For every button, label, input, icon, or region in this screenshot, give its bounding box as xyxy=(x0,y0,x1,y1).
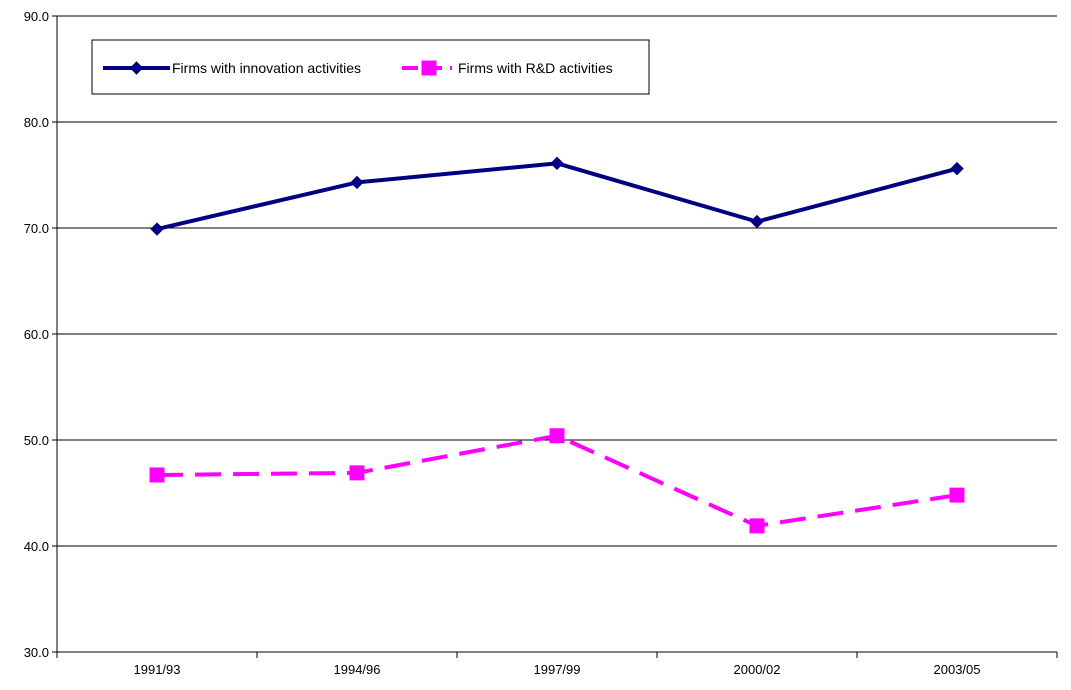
y-tick-label: 30.0 xyxy=(24,645,49,660)
data-point xyxy=(349,465,365,481)
axes: 30.0 40.0 50.0 60.0 70.0 80.0 90.0 1991/93 1994/… xyxy=(24,9,1058,677)
legend-marker xyxy=(421,60,437,76)
data-point xyxy=(749,518,765,534)
y-tick-label: 70.0 xyxy=(24,221,49,236)
data-point xyxy=(949,487,965,503)
x-tick-label: 2003/05 xyxy=(934,662,981,677)
legend-marker xyxy=(129,61,144,75)
data-point xyxy=(350,175,364,190)
legend-entry: Firms with innovation activities xyxy=(103,60,361,76)
data-point xyxy=(549,428,565,444)
legend-label: Firms with R&D activities xyxy=(458,60,613,76)
legend-box xyxy=(91,39,650,95)
x-tick-label: 1994/96 xyxy=(334,662,381,677)
series-1 xyxy=(150,156,964,236)
legend-entry: Firms with R&D activities xyxy=(402,60,613,76)
series-line xyxy=(156,433,958,528)
series xyxy=(149,156,965,534)
y-tick-label: 40.0 xyxy=(24,539,49,554)
y-tick-label: 80.0 xyxy=(24,115,49,130)
series-line xyxy=(156,161,958,232)
data-point xyxy=(550,156,564,171)
y-tick-label: 50.0 xyxy=(24,433,49,448)
gridlines xyxy=(57,15,1057,547)
x-tick-label: 1991/93 xyxy=(134,662,181,677)
x-tick-label: 1997/99 xyxy=(534,662,581,677)
data-point xyxy=(150,222,164,236)
y-tick-label: 90.0 xyxy=(24,9,49,24)
data-point xyxy=(750,214,764,229)
legend-label: Firms with innovation activities xyxy=(172,60,361,76)
series-2 xyxy=(149,428,965,534)
data-point xyxy=(950,161,964,176)
legend: Firms with innovation activities Firms wi… xyxy=(91,39,650,95)
data-point xyxy=(149,467,165,483)
y-tick-label: 60.0 xyxy=(24,327,49,342)
x-tick-label: 2000/02 xyxy=(734,662,781,677)
